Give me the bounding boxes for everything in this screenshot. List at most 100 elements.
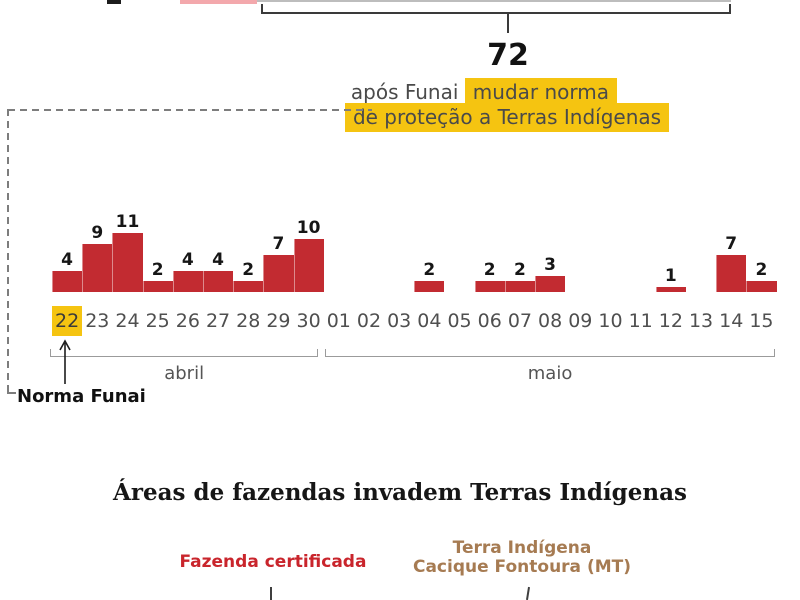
bar-column: 2 [233, 186, 264, 292]
bar-column: 7 [263, 186, 294, 292]
caption-highlight-2: de proteção a Terras Indígenas [344, 103, 670, 132]
bar-column [384, 186, 414, 292]
bar-column [444, 186, 474, 292]
caption-highlight-1: mudar norma [464, 78, 617, 107]
dashed-connector-corner-stub [7, 392, 16, 394]
bar [142, 281, 173, 292]
day-label: 12 [658, 310, 683, 332]
bar-value-label: 2 [483, 260, 496, 281]
day-label: 26 [175, 310, 200, 332]
month-bracket-abril [50, 349, 319, 357]
bar [172, 270, 203, 292]
bar-column: 4 [52, 186, 83, 292]
total-count-callout: 72 [487, 38, 529, 73]
bar-value-label: 4 [212, 249, 224, 270]
day-label: 09 [568, 310, 593, 332]
bar-column: 1 [655, 186, 686, 292]
top-cropped-gray-line [257, 0, 731, 2]
bar-value-label: 2 [242, 260, 255, 281]
caption-line-1: após Funai mudar norma [217, 78, 617, 107]
bar-column: 10 [293, 186, 324, 292]
bar-column [626, 186, 656, 292]
section-title: Áreas de fazendas invadem Terras Indígen… [113, 479, 687, 506]
month-bracket-maio [325, 349, 775, 357]
legend-fazenda-certificada: Fazenda certificada [179, 552, 367, 572]
bar [716, 254, 747, 292]
dashed-connector-horizontal [8, 109, 372, 111]
bar-value-label: 3 [544, 254, 557, 275]
top-brace-stem [507, 14, 509, 33]
bar-value-label: 1 [664, 265, 677, 286]
bar [52, 270, 83, 292]
bar [263, 254, 294, 292]
day-label: 13 [688, 310, 714, 332]
day-label: 06 [477, 310, 502, 332]
day-label: 05 [447, 310, 472, 332]
bar-column: 9 [82, 186, 113, 292]
arrow-up-icon [59, 339, 71, 384]
bar [474, 281, 505, 292]
bar-column: 2 [746, 186, 777, 292]
bar-column: 4 [172, 186, 203, 292]
bar-value-label: 7 [272, 233, 285, 254]
month-label-abril: abril [164, 363, 205, 384]
bar-column: 7 [716, 186, 747, 292]
bar-value-label: 2 [423, 260, 436, 281]
bar [504, 281, 535, 292]
top-brace-left-stub [261, 4, 263, 14]
day-label: 10 [598, 310, 623, 332]
legend-terra-indigena-line2: Cacique Fontoura (MT) [412, 557, 631, 577]
bar-column [324, 186, 354, 292]
bar-value-label: 9 [91, 222, 104, 243]
bar-value-label: 10 [296, 217, 321, 238]
bar-column: 11 [112, 186, 143, 292]
norma-funai-annotation: Norma Funai [17, 386, 146, 407]
bar-column: 3 [535, 186, 566, 292]
day-label: 23 [85, 310, 110, 332]
day-label: 25 [145, 310, 170, 332]
legend-pointer-line-right [525, 586, 531, 600]
bar-value-label: 2 [755, 260, 768, 281]
day-label: 01 [326, 310, 351, 332]
top-cropped-black-fragment [107, 0, 121, 4]
day-label: 30 [296, 310, 321, 332]
bar-column [354, 186, 384, 292]
day-label-highlighted: 22 [52, 306, 83, 336]
day-label: 27 [205, 310, 231, 332]
bar [82, 243, 113, 292]
bar [414, 281, 445, 292]
caption-plain-text: após Funai [350, 80, 465, 104]
bar-value-label: 4 [181, 249, 194, 270]
day-label: 29 [266, 310, 291, 332]
caption-line-2: de proteção a Terras Indígenas [307, 103, 707, 132]
day-label: 02 [356, 310, 382, 332]
top-cropped-red-highlight-fragment [180, 0, 257, 4]
bar-value-label: 2 [151, 260, 164, 281]
bar-column [565, 186, 595, 292]
day-label: 07 [507, 310, 532, 332]
bar-value-label: 7 [725, 233, 738, 254]
legend-pointer-line-left [270, 587, 272, 600]
bar [746, 281, 777, 292]
day-label: 03 [387, 310, 412, 332]
top-brace-horizontal [261, 12, 731, 14]
bar [655, 286, 686, 292]
bar [202, 270, 234, 292]
bar-value-label: 11 [115, 212, 140, 233]
bar-column: 2 [142, 186, 173, 292]
bar-value-label: 4 [61, 249, 74, 270]
day-label: 04 [417, 310, 442, 332]
bar-column: 2 [504, 186, 535, 292]
bar-value-label: 2 [513, 260, 526, 281]
day-label: 15 [749, 310, 774, 332]
legend-terra-indigena: Terra Indígena Cacique Fontoura (MT) [402, 539, 642, 577]
day-label: 14 [719, 310, 744, 332]
day-label: 08 [538, 310, 563, 332]
bar-column [595, 186, 625, 292]
day-label: 24 [115, 310, 140, 332]
bar [293, 238, 324, 292]
day-label: 28 [236, 310, 261, 332]
bar [112, 233, 143, 292]
bar-column: 2 [474, 186, 505, 292]
